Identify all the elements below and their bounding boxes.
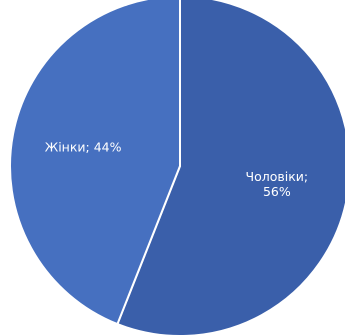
pie-slice-label-line: Чоловіки; [246,169,309,184]
pie-slice-label-2: Жінки; 44% [45,140,122,155]
pie-slice-label-1: Чоловіки; 56% [246,169,309,199]
pie-slice-label-line: 56% [263,184,291,199]
pie-slice-1 [116,0,345,336]
pie-slice-2 [9,0,181,326]
pie-slice-label-line: Жінки; 44% [45,140,122,155]
